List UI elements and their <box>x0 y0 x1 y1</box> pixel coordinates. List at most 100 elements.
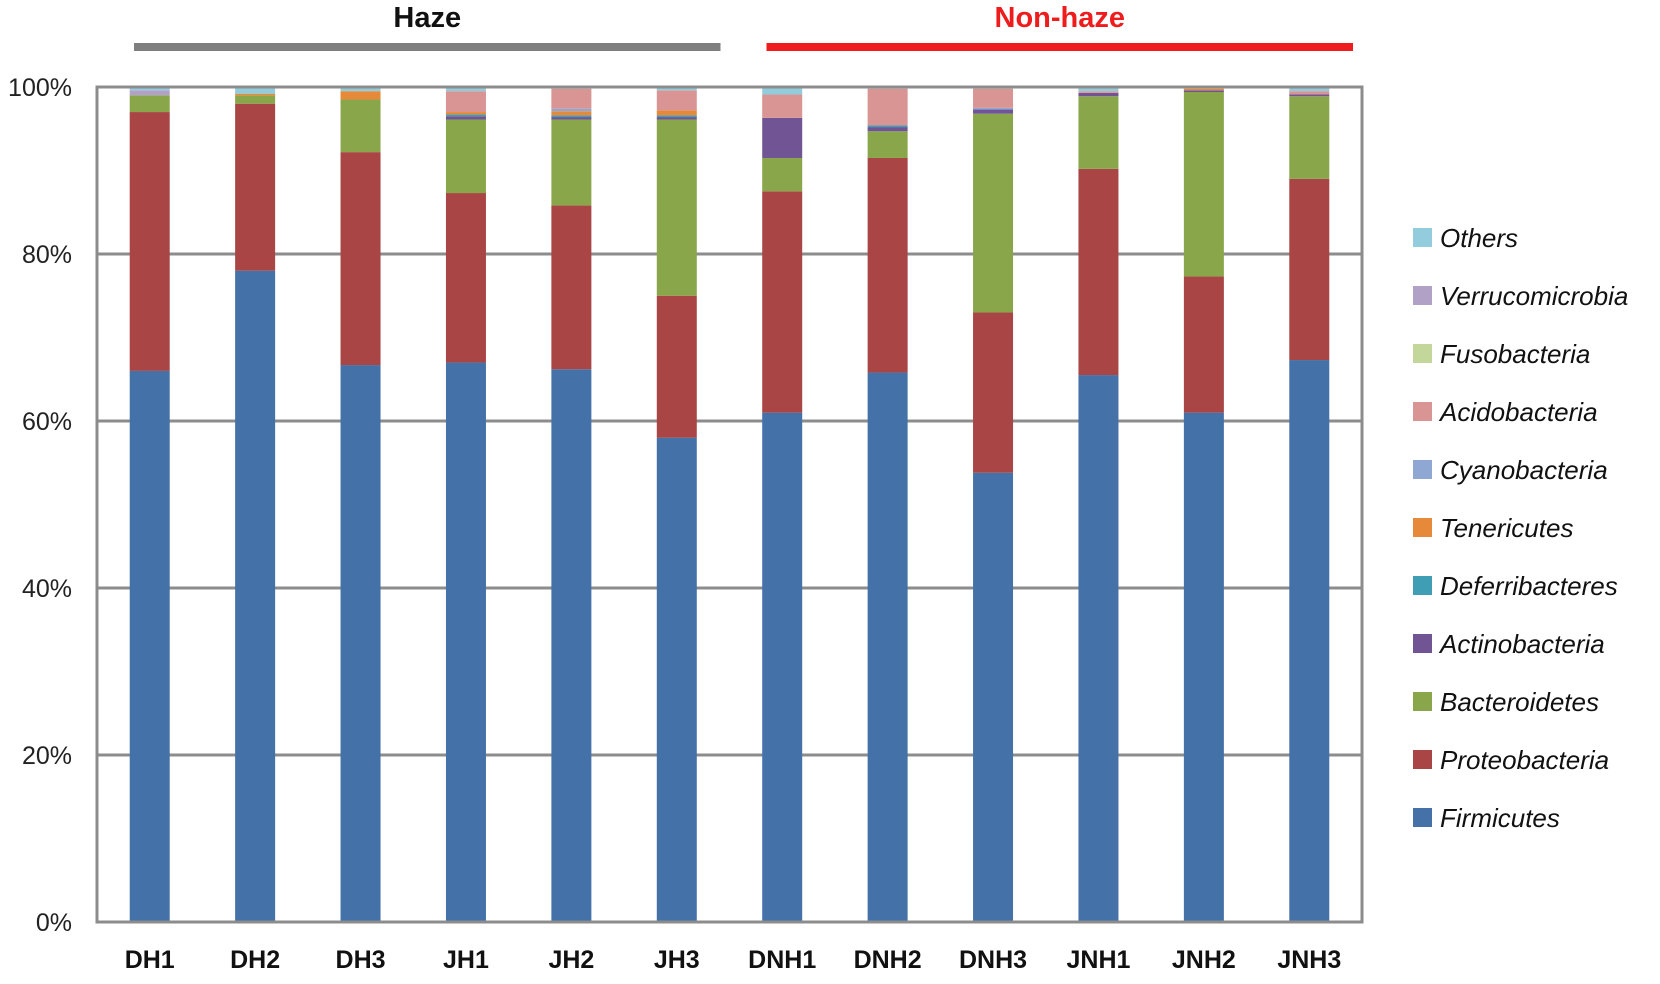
bar-segment-jnh3-firmicutes <box>1289 360 1330 922</box>
bar-segment-dh3-proteobacteria <box>340 152 381 366</box>
legend-swatch-tenericutes <box>1413 518 1432 537</box>
bar-segment-dnh2-actinobacteria <box>867 127 908 132</box>
x-label-jnh2: JNH2 <box>1172 946 1236 974</box>
bar-segment-dh3-tenericutes <box>340 91 381 100</box>
x-label-dnh1: DNH1 <box>748 946 816 974</box>
x-label-jh1: JH1 <box>443 946 489 974</box>
bar-segment-dh1-others <box>129 87 170 91</box>
bar-segment-dnh3-cyanobacteria <box>973 107 1014 110</box>
bar-segment-jnh3-actinobacteria <box>1289 94 1330 97</box>
bar-stack-dnh1 <box>762 87 803 922</box>
bar-segment-dnh2-bacteroidetes <box>867 131 908 158</box>
bar-segment-dh1-firmicutes <box>129 370 170 922</box>
legend-item-firmicutes: Firmicutes <box>1413 803 1560 833</box>
bar-segment-jnh1-others <box>1078 87 1119 92</box>
bar-segment-jh3-others <box>656 87 697 91</box>
bar-stack-jnh3 <box>1289 87 1330 922</box>
bar-segment-dnh1-others <box>762 87 803 95</box>
y-tick-80: 80% <box>22 241 72 269</box>
bar-segment-dh2-bacteroidetes <box>235 95 276 104</box>
legend-swatch-actinobacteria <box>1413 634 1432 653</box>
legend-label-deferribacteres: Deferribacteres <box>1440 571 1618 601</box>
bar-segment-jh2-tenericutes <box>551 111 592 116</box>
legend-swatch-proteobacteria <box>1413 750 1432 769</box>
bar-segment-jnh1-proteobacteria <box>1078 168 1119 376</box>
bar-segment-jh1-tenericutes <box>445 112 486 115</box>
bar-segment-jh1-actinobacteria <box>445 116 486 120</box>
bar-segment-dnh2-proteobacteria <box>867 157 908 373</box>
bar-segment-dnh1-bacteroidetes <box>762 157 803 192</box>
bar-segment-jh1-deferribacteres <box>445 114 486 117</box>
bar-segment-dh2-tenericutes <box>235 93 276 96</box>
bar-segment-dnh2-acidobacteria <box>867 88 908 126</box>
x-label-dnh3: DNH3 <box>959 946 1027 974</box>
bar-segment-jnh1-bacteroidetes <box>1078 96 1119 169</box>
legend-item-proteobacteria: Proteobacteria <box>1413 745 1609 775</box>
bar-segment-dnh1-actinobacteria <box>762 117 803 158</box>
x-label-dh3: DH3 <box>336 946 386 974</box>
legend-label-bacteroidetes: Bacteroidetes <box>1440 687 1599 717</box>
y-tick-0: 0% <box>36 909 72 937</box>
legend-label-proteobacteria: Proteobacteria <box>1440 745 1609 775</box>
plot-frame <box>95 85 1364 924</box>
bar-segment-dh2-others <box>235 87 276 94</box>
y-tick-40: 40% <box>22 575 72 603</box>
legend-item-fusobacteria: Fusobacteria <box>1413 339 1590 369</box>
legend-swatch-firmicutes <box>1413 808 1432 827</box>
legend-label-fusobacteria: Fusobacteria <box>1440 339 1590 369</box>
bar-segment-jh3-proteobacteria <box>656 295 697 438</box>
bar-segment-jh2-deferribacteres <box>551 115 592 118</box>
bars <box>129 87 1330 923</box>
bar-segment-dnh3-actinobacteria <box>973 109 1014 114</box>
bar-segment-dh1-verrucomicrobia <box>129 90 170 96</box>
y-tick-100: 100% <box>8 74 72 102</box>
legend-item-acidobacteria: Acidobacteria <box>1413 397 1598 427</box>
legend-item-actinobacteria: Actinobacteria <box>1413 629 1605 659</box>
bar-segment-dh2-proteobacteria <box>235 103 276 271</box>
legend-swatch-others <box>1413 228 1432 247</box>
bar-segment-jh1-firmicutes <box>445 362 486 922</box>
bar-stack-dh2 <box>235 87 276 922</box>
legend-swatch-verrucomicrobia <box>1413 286 1432 305</box>
bar-segment-jnh3-bacteroidetes <box>1289 96 1330 179</box>
legend-label-firmicutes: Firmicutes <box>1440 803 1560 833</box>
bar-stack-dh3 <box>340 87 381 922</box>
legend-label-verrucomicrobia: Verrucomicrobia <box>1440 281 1628 311</box>
legend-swatch-acidobacteria <box>1413 402 1432 421</box>
bar-segment-jnh3-acidobacteria <box>1289 91 1330 95</box>
legend-item-cyanobacteria: Cyanobacteria <box>1413 455 1608 485</box>
bar-segment-dh3-others <box>340 87 381 92</box>
bar-segment-dnh3-bacteroidetes <box>973 113 1014 313</box>
legend-label-cyanobacteria: Cyanobacteria <box>1440 455 1608 485</box>
bar-segment-dh3-firmicutes <box>340 365 381 922</box>
bar-segment-dnh3-firmicutes <box>973 472 1014 922</box>
bar-segment-jnh2-actinobacteria <box>1183 90 1224 93</box>
legend-swatch-deferribacteres <box>1413 576 1432 595</box>
bar-segment-dh1-proteobacteria <box>129 112 170 371</box>
bar-stack-jnh2 <box>1183 87 1224 922</box>
x-label-jh3: JH3 <box>654 946 700 974</box>
bar-stack-jh1 <box>445 87 486 922</box>
bar-segment-jh2-firmicutes <box>551 369 592 923</box>
bar-segment-jh3-firmicutes <box>656 437 697 922</box>
legend-swatch-cyanobacteria <box>1413 460 1432 479</box>
bar-segment-jnh1-acidobacteria <box>1078 91 1119 93</box>
x-label-dh1: DH1 <box>125 946 175 974</box>
bar-segment-jh2-acidobacteria <box>551 88 592 109</box>
bar-segment-jh2-cyanobacteria <box>551 108 592 112</box>
bar-segment-jnh2-bacteroidetes <box>1183 92 1224 277</box>
bar-segment-jh3-deferribacteres <box>656 115 697 118</box>
bar-segment-jh2-proteobacteria <box>551 205 592 370</box>
bar-segment-jnh2-firmicutes <box>1183 412 1224 922</box>
bar-segment-dh3-bacteroidetes <box>340 99 381 153</box>
legend: Others Verrucomicrobia Fusobacteria Acidoba… <box>1413 223 1628 833</box>
bar-segment-dnh3-acidobacteria <box>973 88 1014 108</box>
legend-label-actinobacteria: Actinobacteria <box>1438 629 1605 659</box>
bar-stack-jh2 <box>551 87 592 923</box>
legend-item-others: Others <box>1413 223 1518 253</box>
x-label-dh2: DH2 <box>230 946 280 974</box>
bar-segment-dnh3-proteobacteria <box>973 312 1014 473</box>
x-label-jnh1: JNH1 <box>1066 946 1130 974</box>
bar-segment-jnh3-others <box>1289 87 1330 92</box>
